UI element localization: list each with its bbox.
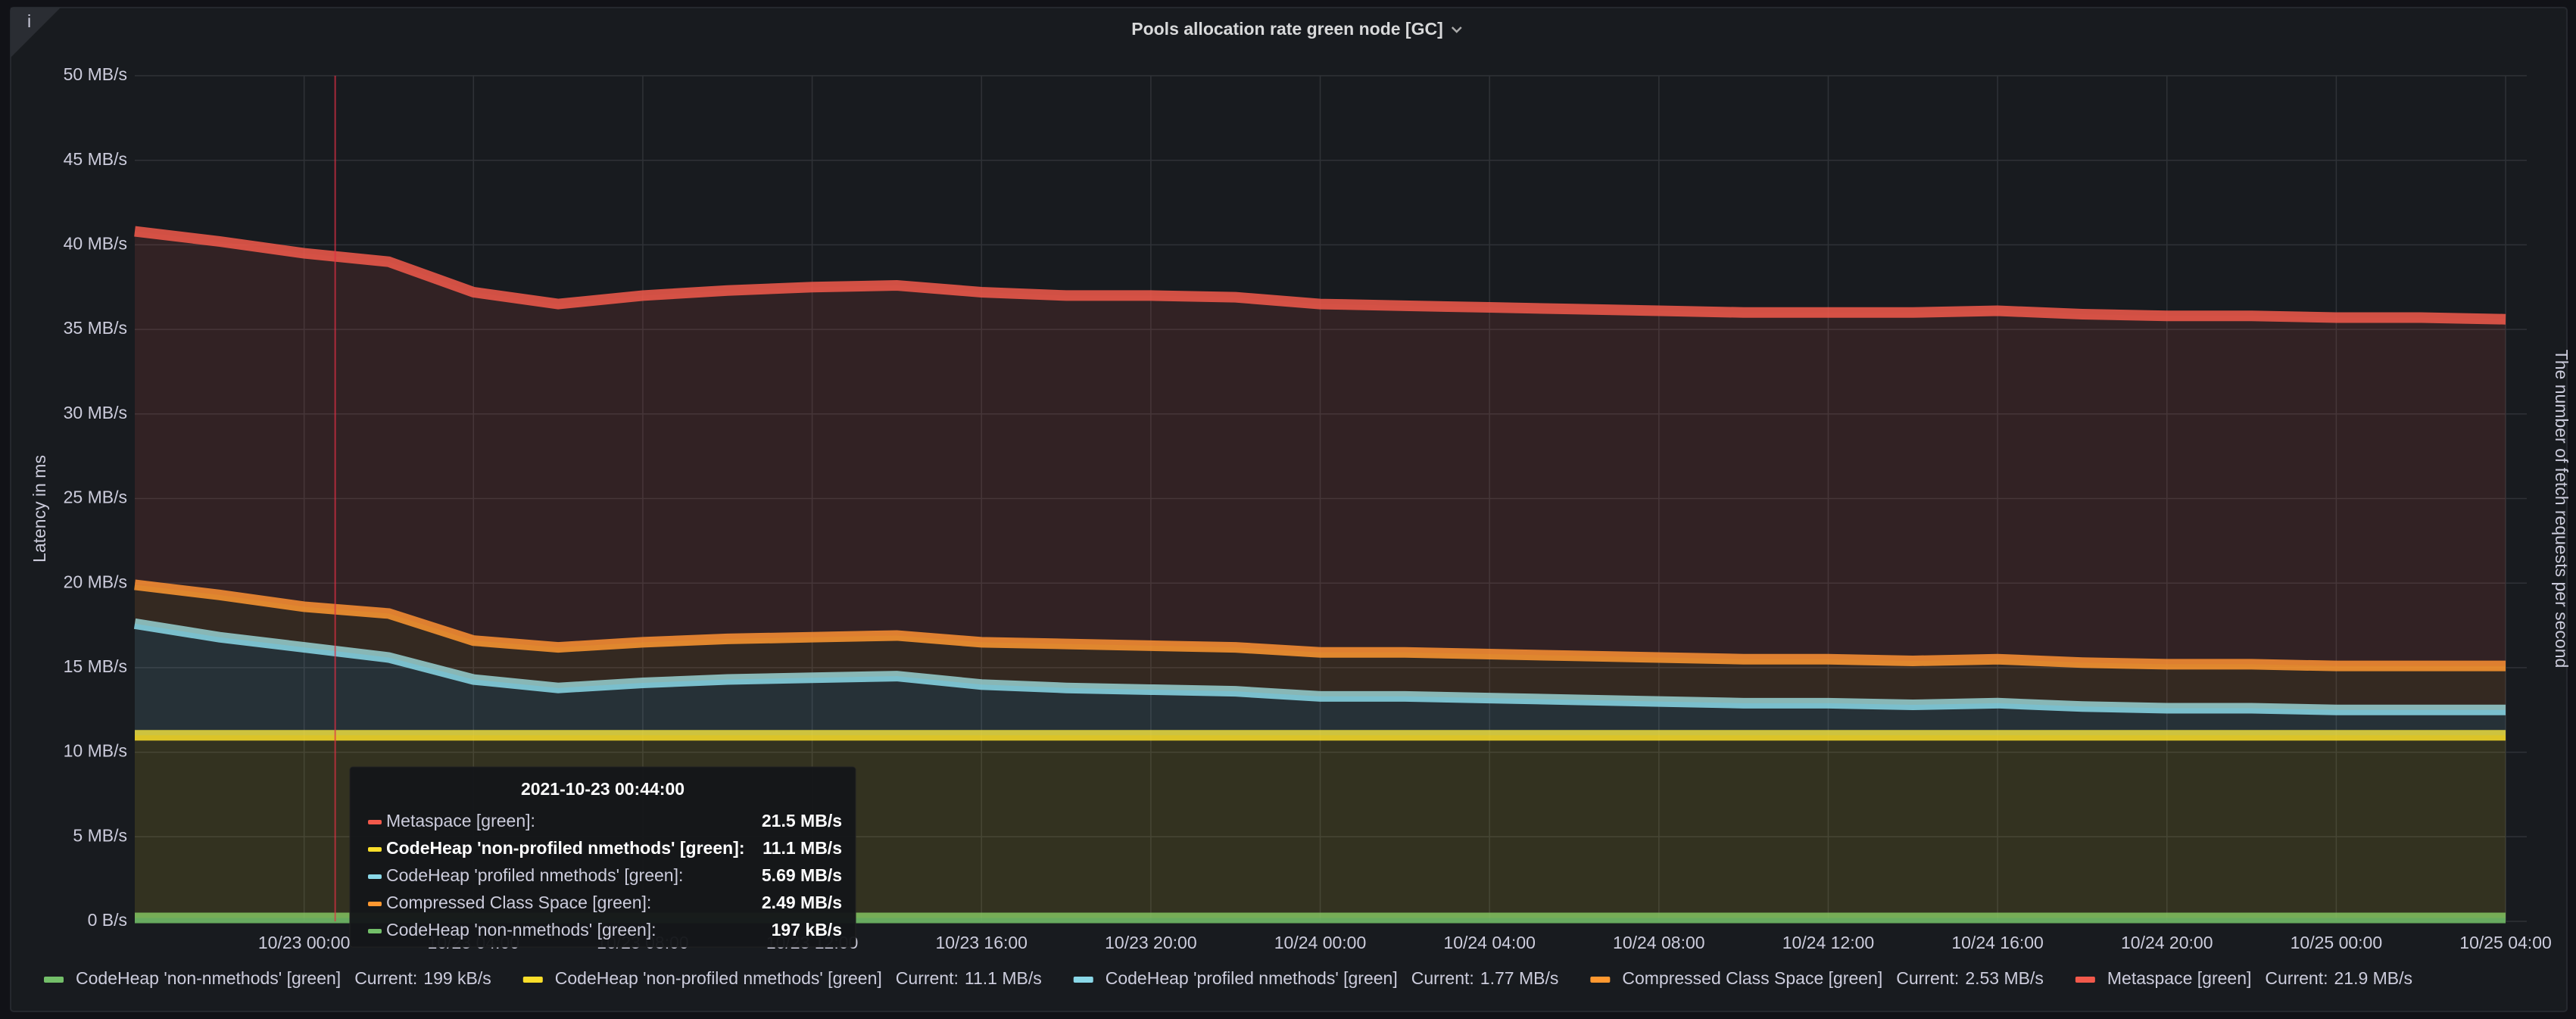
legend-swatch [1073, 977, 1093, 983]
tooltip-value: 11.1 MB/s [763, 838, 842, 858]
x-tick-label: 10/24 04:00 [1443, 933, 1536, 952]
tooltip-value: 2.49 MB/s [762, 893, 842, 912]
x-tick-label: 10/24 16:00 [1951, 933, 2044, 952]
tooltip-label: CodeHeap 'non-nmethods' [green]: [386, 920, 656, 940]
tooltip-value: 21.5 MB/s [762, 811, 842, 830]
x-tick-label: 10/24 12:00 [1782, 933, 1875, 952]
line [133, 618, 2506, 715]
title-menu-chevron[interactable] [1451, 26, 1462, 33]
y-axis-label: Latency in ms [30, 455, 49, 562]
legend-value-title: Current: [896, 968, 959, 988]
tooltip-box [349, 766, 856, 948]
legend-value: 1.77 MB/s [1480, 968, 1559, 988]
tooltip-label: Compressed Class Space [green]: [386, 893, 651, 912]
tooltip-swatch [368, 929, 382, 933]
tooltip-swatch [368, 874, 382, 879]
legend-value: 11.1 MB/s [965, 968, 1042, 988]
tooltip-label: CodeHeap 'non-profiled nmethods' [green]… [386, 838, 745, 858]
legend-value: 199 kB/s [423, 968, 491, 988]
x-tick-label: 10/25 04:00 [2459, 933, 2552, 952]
y-tick-label: 45 MB/s [64, 149, 127, 169]
legend-swatch [44, 977, 64, 983]
legend-value-title: Current: [1411, 968, 1474, 988]
y-tick-label: 15 MB/s [64, 656, 127, 676]
tooltip-value: 5.69 MB/s [762, 865, 842, 885]
legend-label: Metaspace [green] [2107, 968, 2252, 988]
line [134, 579, 2506, 672]
legend-value-title: Current: [2265, 968, 2328, 988]
panel-background [10, 7, 2568, 1012]
tooltip-swatch [368, 847, 382, 852]
x-tick-label: 10/23 16:00 [935, 933, 1028, 952]
x-tick-label: 10/23 20:00 [1105, 933, 1197, 952]
tooltip-value: 197 kB/s [772, 920, 842, 940]
chart-title[interactable]: Pools allocation rate green node [GC] [1131, 19, 1443, 39]
legend-value: 2.53 MB/s [1965, 968, 2044, 988]
tooltip: 2021-10-23 00:44:00 Metaspace [green]: 21.… [349, 766, 856, 948]
legend-label: Compressed Class Space [green] [1622, 968, 1882, 988]
x-tick-label: 10/24 08:00 [1613, 933, 1705, 952]
y-tick-label: 30 MB/s [64, 403, 127, 422]
legend-value-title: Current: [1896, 968, 1959, 988]
legend-swatch [2075, 977, 2095, 983]
y-tick-label: 10 MB/s [64, 741, 127, 761]
y-tick-label: 25 MB/s [64, 488, 127, 507]
y2-axis-label: The number of fetch requests per second [2552, 350, 2571, 668]
y-tick-label: 40 MB/s [64, 233, 127, 253]
y-tick-label: 20 MB/s [64, 572, 127, 591]
x-tick-label: 10/24 00:00 [1274, 933, 1367, 952]
legend-swatch [1590, 977, 1611, 983]
tooltip-swatch [368, 820, 382, 824]
legend-value-title: Current: [354, 968, 417, 988]
tooltip-time: 2021-10-23 00:44:00 [521, 779, 685, 799]
x-tick-label: 10/25 00:00 [2291, 933, 2383, 952]
legend-swatch [522, 977, 543, 983]
y-tick-label: 35 MB/s [64, 318, 127, 338]
line [134, 226, 2506, 325]
x-tick-label: 10/23 00:00 [258, 933, 351, 952]
legend-label: CodeHeap 'non-nmethods' [green] [76, 968, 341, 988]
area [135, 231, 2506, 666]
info-corner[interactable] [11, 8, 61, 58]
info-icon[interactable]: i [27, 11, 31, 31]
tooltip-label: CodeHeap 'profiled nmethods' [green]: [386, 865, 683, 885]
tooltip-label: Metaspace [green]: [386, 811, 535, 830]
legend-label: CodeHeap 'profiled nmethods' [green] [1106, 968, 1398, 988]
tooltip-swatch [368, 902, 382, 906]
y-tick-label: 50 MB/s [64, 64, 127, 84]
legend-value: 21.9 MB/s [2334, 968, 2412, 988]
legend-label: CodeHeap 'non-profiled nmethods' [green] [555, 968, 882, 988]
y-tick-label: 0 B/s [88, 910, 127, 930]
area [135, 584, 2506, 710]
y-tick-label: 5 MB/s [73, 825, 127, 845]
x-tick-label: 10/24 20:00 [2121, 933, 2213, 952]
